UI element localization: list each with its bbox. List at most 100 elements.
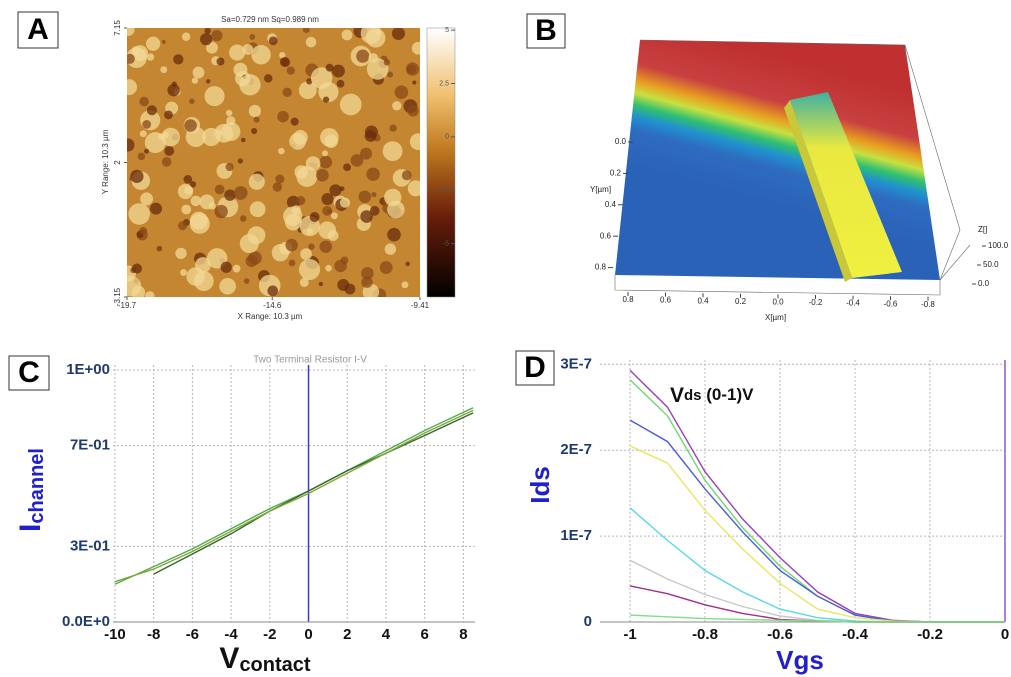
afm-pit [237,158,243,164]
afm-pit [356,49,370,63]
x-tick-label: -10 [104,626,126,643]
x-tick-label: 4 [382,626,391,643]
afm-pit [161,40,166,45]
x-tick-label: -1 [623,626,636,643]
afm-grain [128,203,150,225]
afm-grain [384,188,402,207]
afm-grain [299,277,309,287]
x-tick-label: 0.2 [735,297,747,306]
afm-grain [382,141,403,162]
panel-letter-box [526,13,566,49]
afm-pit [407,105,419,117]
afm-pit [239,215,247,222]
afm-pit [322,96,330,103]
y-tick-label: 3E-7 [560,355,592,372]
afm-grain [411,41,420,55]
y-axis-label: Ids [525,466,555,504]
afm-pit [282,87,292,98]
afm-pit [360,210,373,223]
y-tick-label: 7E-01 [70,437,110,454]
afm-grain [181,32,191,41]
afm-grain [233,62,248,77]
colorbar-tick-label: -2.5 [437,187,449,194]
afm-grain [232,264,241,273]
afm-pit [391,28,405,41]
y-tick-label: 0.0E+0 [62,613,110,630]
afm-grain [279,51,286,59]
afm-grain [131,46,140,54]
afm-grain [161,127,180,147]
annotation-rest: (0-1)V [702,385,755,404]
x-tick-label: -8 [147,626,160,643]
afm-grain [248,104,262,118]
afm-grain [248,173,265,190]
x-tick-label: 0 [1001,626,1009,643]
afm-pit [405,261,410,267]
chart-title: Two Terminal Resistor I-V [253,355,367,366]
afm-grain [278,147,285,155]
series-line [629,369,1005,623]
afm-grain [194,257,211,274]
afm-pit [394,85,409,100]
afm-pit [164,110,173,120]
afm-grain [146,53,155,61]
y-axis-label: Ichannel [14,448,48,532]
series-line [114,409,474,583]
afm-pit [156,246,162,252]
afm-grain [306,228,314,235]
afm-pit [343,163,351,172]
annotation: Vds (0-1)V [670,384,754,407]
y-tick-label: 1E-7 [560,527,592,544]
afm-pit [233,186,248,200]
afm-texture [127,28,420,297]
series-line [629,379,1005,623]
afm-grain [202,127,221,147]
afm-pit [268,36,278,46]
x-tick-label: -0.4 [842,626,869,643]
afm-pit [309,212,320,222]
x-tick-label: 0.4 [697,296,709,305]
afm-pit [146,105,158,116]
afm-pit [319,240,333,253]
afm-pit [406,64,417,74]
afm-grain [205,41,218,54]
y-tick-label: 0 [584,613,592,630]
afm-pit [389,124,397,132]
afm-pit [173,54,184,65]
afm-pit [161,157,172,167]
afm-pit [240,137,246,143]
afm-pit [144,148,150,154]
afm-pit [131,263,143,274]
x-tick-label: -19.7 [118,301,137,310]
afm-pit [127,53,135,64]
y-tick-label: 0.6 [600,231,612,240]
afm-pit [272,182,282,192]
colorbar [426,27,456,298]
afm-pit [306,78,313,85]
z-axis-label: Z[] [978,225,987,234]
afm-pit [387,227,401,242]
afm-grain [180,269,187,276]
afm-grain [160,66,168,74]
afm-pit [316,169,329,182]
afm-pit [206,79,211,84]
afm-stats: Sa=0.729 nm Sq=0.989 nm [221,15,319,24]
afm-grain [192,66,205,79]
afm-grain [191,77,199,84]
afm-pit [129,176,134,181]
y-tick-label: 7.15 [113,20,122,36]
afm-grain [146,36,161,51]
afm-pit [277,110,289,123]
box-edge [614,45,971,296]
z-tick-label: 50.0 [983,260,999,269]
x-axis-label: Vgs [776,645,824,675]
afm-grain [208,202,216,210]
afm-grain [407,180,420,197]
afm-grain [127,275,142,297]
afm-pit [360,147,373,160]
afm-pit [200,33,213,46]
afm-grain [339,197,351,208]
afm-grain [305,36,317,48]
afm-pit [325,63,334,72]
panel-letter-box [515,350,555,386]
